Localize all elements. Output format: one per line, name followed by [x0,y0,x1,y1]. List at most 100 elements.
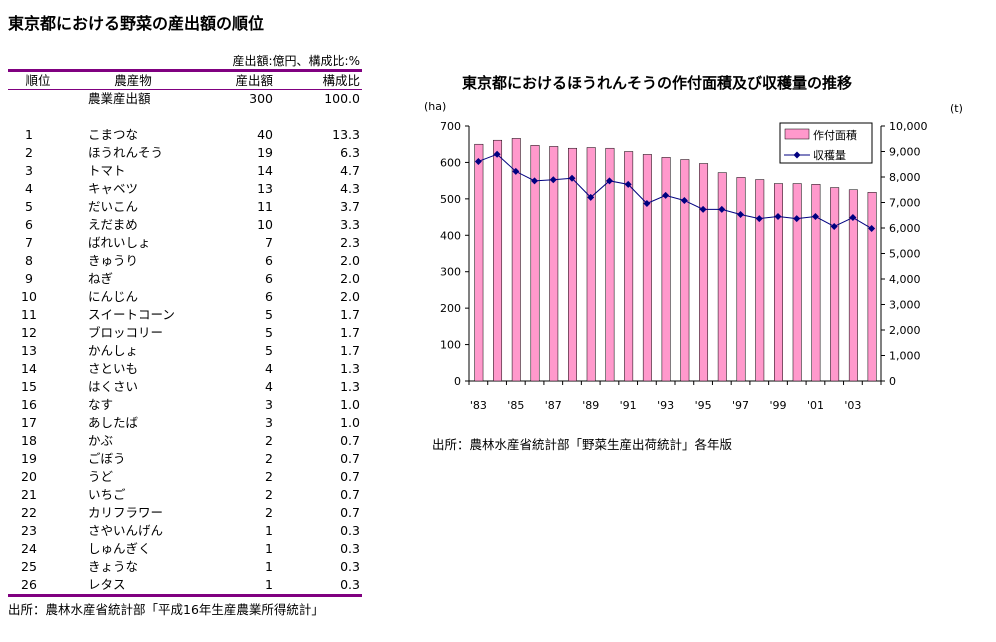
cell-rank: 10 [21,289,37,304]
cell-product: さやいんげん [88,523,164,538]
right-tick-label: 8,000 [889,171,921,184]
right-tick-label: 2,000 [889,324,921,337]
x-tick-label: '97 [732,399,749,412]
cell-product: レタス [88,577,126,592]
cell-rank: 7 [25,235,33,250]
cell-value: 2 [265,451,273,466]
bar-'87 [549,146,559,382]
cell-rank: 14 [21,361,37,376]
cell-share: 2.3 [340,235,360,250]
cell-rank: 13 [21,343,37,358]
header-share: 構成比 [322,73,360,88]
cell-value: 10 [257,217,273,232]
cell-rank: 22 [21,505,37,520]
cell-rank: 18 [21,433,37,448]
cell-rank: 16 [21,397,37,412]
cell-share: 0.3 [340,577,360,592]
bar-'04 [867,192,877,382]
right-tick-label: 9,000 [889,146,921,159]
cell-rank: 6 [25,217,33,232]
cell-share: 4.7 [340,163,360,178]
cell-value: 4 [265,379,273,394]
cell-product: にんじん [88,289,139,304]
cell-share: 1.7 [340,325,360,340]
cell-value: 5 [265,343,273,358]
cell-value: 2 [265,469,273,484]
right-tick-label: 4,000 [889,273,921,286]
bar-'92 [642,154,652,382]
table-header: 順位 農産物 産出額 構成比 [8,72,362,90]
table-row: 8 きゅうり 6 2.0 [8,252,362,270]
cell-rank: 9 [25,271,33,286]
cell-share: 1.3 [340,379,360,394]
x-tick-label: '01 [807,399,824,412]
x-tick-label: '03 [844,399,861,412]
cell-share: 0.7 [340,505,360,520]
table-row: 14 さといも 4 1.3 [8,360,362,378]
right-tick-label: 6,000 [889,222,921,235]
cell-value: 6 [265,289,273,304]
cell-product: かぶ [88,433,114,448]
table-row: 9 ねぎ 6 2.0 [8,270,362,288]
left-tick-label: 400 [440,229,461,242]
cell-rank: 8 [25,253,33,268]
chart-source: 出所：農林水産省統計部「野菜生産出荷統計」各年版 [432,437,733,452]
cell-product: かんしょ [88,343,139,358]
table-row: 13 かんしょ 5 1.7 [8,342,362,360]
bar-'00 [792,183,802,382]
cell-rank: 19 [21,451,37,466]
x-tick-label: '89 [582,399,599,412]
cell-product: きょうな [88,559,139,574]
cell-share: 0.7 [340,433,360,448]
point-'88 [568,174,576,182]
point-'96 [718,205,726,213]
chart: 0 100 200 300 400 500 600 700 0 1,000 2,000 3,000 4,… [424,100,963,412]
table-row: 16 なす 3 1.0 [8,396,362,414]
cell-value: 2 [265,487,273,502]
cell-rank: 15 [21,379,37,394]
point-'91 [624,180,632,188]
cell-product: こまつな [88,127,139,142]
cell-value: 11 [257,199,273,214]
table-row: 24 しゅんぎく 1 0.3 [8,540,362,558]
cell-rank: 5 [25,199,33,214]
table-row: 12 ブロッコリー 5 1.7 [8,324,362,342]
legend-line-marker [793,151,801,159]
cell-rank: 21 [21,487,37,502]
point-'02 [830,222,838,230]
bar-'89 [586,147,596,382]
cell-share: 2.0 [340,271,360,286]
cell-product: ばれいしょ [88,235,151,250]
table-row: 18 かぶ 2 0.7 [8,432,362,450]
bar-'91 [624,151,634,382]
bar-'85 [511,138,521,382]
cell-product: ねぎ [88,271,114,286]
bar-'88 [568,147,577,382]
cell-share: 3.3 [340,217,360,232]
table-row: 11 スイートコーン 5 1.7 [8,306,362,324]
left-tick-label: 500 [440,193,461,206]
cell-product: だいこん [88,199,139,214]
header-rank: 順位 [25,73,51,88]
cell-product: ブロッコリー [88,325,164,340]
right-tick-label: 10,000 [889,120,928,133]
table-row: 26 レタス 1 0.3 [8,576,362,594]
cell-product: ほうれんそう [88,145,164,160]
right-tick-label: 0 [889,375,896,388]
cell-rank: 24 [21,541,37,556]
point-'94 [680,196,688,204]
cell-value: 40 [257,127,273,142]
cell-value: 7 [265,235,273,250]
point-'92 [643,200,651,208]
cell-product: キャベツ [88,181,139,196]
table-row: 19 ごぼう 2 0.7 [8,450,362,468]
header-product: 農産物 [114,73,152,88]
cell-value: 2 [265,433,273,448]
cell-share: 2.0 [340,289,360,304]
left-tick-label: 700 [440,120,461,133]
cell-value: 14 [257,163,273,178]
cell-product: ごぼう [88,451,126,466]
cell-share: 3.7 [340,199,360,214]
cell-share: 1.0 [340,397,360,412]
point-'00 [793,215,801,223]
